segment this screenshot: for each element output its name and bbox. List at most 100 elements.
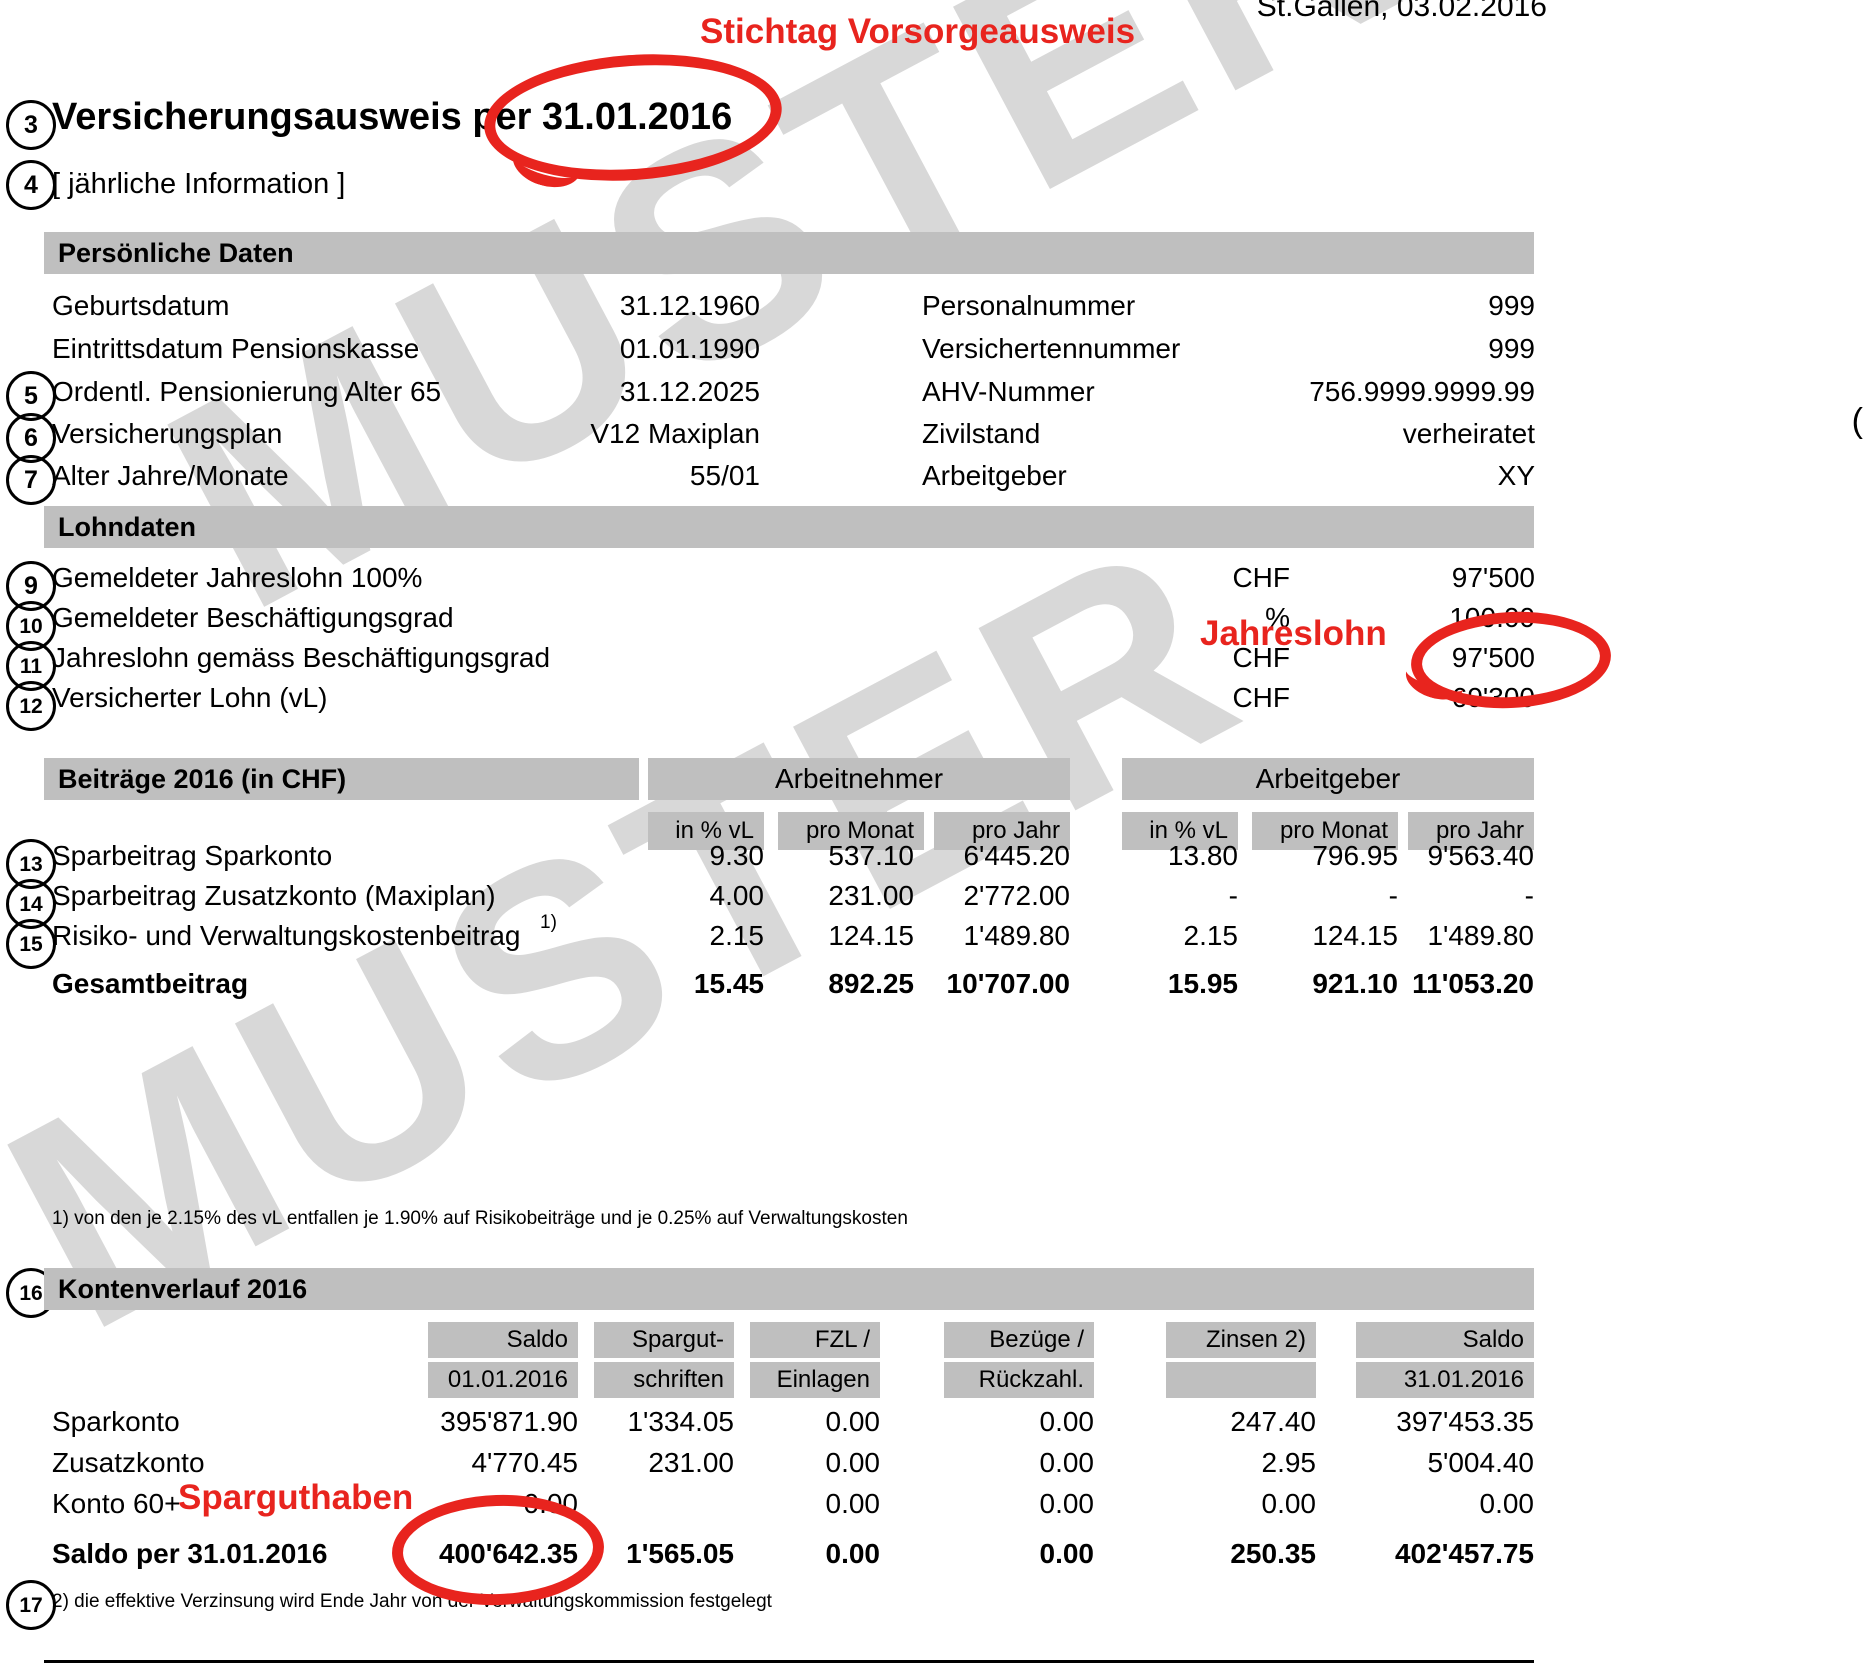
bottom-divider	[44, 1660, 1534, 1663]
value-versicherungsplan: V12 Maxiplan	[590, 418, 760, 449]
acc-col-header-5-line1: Saldo	[1356, 1322, 1534, 1358]
cell-r2-c0: 2.15	[709, 920, 765, 951]
acc-col-header-5-line2: 31.01.2016	[1356, 1362, 1534, 1398]
acc-col-header-2-line2: Einlagen	[750, 1362, 880, 1398]
acc-r2-c0: 0.00	[523, 1488, 579, 1519]
value-personalnummer: 999	[1488, 290, 1535, 321]
cell-r2-c2: 1'489.80	[963, 920, 1070, 951]
acc-col-header-4-line1: Zinsen 2)	[1166, 1322, 1316, 1358]
acc-r0-c3: 0.00	[1039, 1406, 1095, 1437]
acc-r2-c4: 0.00	[1261, 1488, 1317, 1519]
cell-total-c5: 11'053.20	[1412, 968, 1534, 999]
label-eintrittsdatum: Eintrittsdatum Pensionskasse	[52, 333, 420, 364]
margin-marker-4: 4	[6, 160, 56, 210]
label-konto-60plus: Konto 60+	[52, 1488, 181, 1519]
margin-marker-17: 17	[6, 1580, 56, 1630]
unit-gemeldeter-jahreslohn: CHF	[1232, 562, 1290, 593]
label-geburtsdatum: Geburtsdatum	[52, 290, 230, 321]
acc-total-c5: 402'457.75	[1394, 1538, 1534, 1569]
acc-r1-c5: 5'004.40	[1427, 1447, 1534, 1478]
annotation-label-stichtag: Stichtag Vorsorgeausweis	[700, 12, 1136, 51]
acc-col-header-1-line1: Spargut-	[594, 1322, 734, 1358]
section-header-contributions: Beiträge 2016 (in CHF)	[44, 758, 639, 800]
value-alter: 55/01	[689, 460, 760, 491]
cell-r0-c1: 537.10	[828, 840, 914, 871]
cell-total-c2: 10'707.00	[946, 968, 1070, 999]
acc-r1-c3: 0.00	[1039, 1447, 1095, 1478]
acc-r1-c1: 231.00	[648, 1447, 734, 1478]
label-zivilstand: Zivilstand	[922, 418, 1041, 449]
margin-marker-12: 12	[6, 681, 56, 731]
acc-r2-c2: 0.00	[825, 1488, 881, 1519]
page-title: Versicherungsausweis per 31.01.2016	[52, 96, 733, 138]
cell-r1-c3: -	[1228, 880, 1238, 911]
acc-col-header-3-line1: Bezüge /	[944, 1322, 1094, 1358]
col-header-ag-prozent: in % vL	[1122, 812, 1238, 850]
annotation-label-jahreslohn: Jahreslohn	[1200, 614, 1387, 653]
acc-col-header-4-line2	[1166, 1362, 1316, 1398]
value-gemeldeter-jahreslohn: 97'500	[1451, 562, 1535, 593]
label-pensionierung: Ordentl. Pensionierung Alter 65	[52, 376, 442, 407]
cell-r2-c1: 124.15	[828, 920, 914, 951]
acc-r0-c0: 395'871.90	[440, 1406, 578, 1437]
cell-r1-c4: -	[1388, 880, 1398, 911]
edge-paren-right: (	[1851, 402, 1863, 440]
cell-r1-c0: 4.00	[709, 880, 765, 911]
cell-total-c1: 892.25	[828, 968, 914, 999]
margin-marker-7: 7	[6, 455, 56, 505]
col-header-an-prozent: in % vL	[648, 812, 764, 850]
label-sparkonto: Sparkonto	[52, 1406, 180, 1437]
acc-col-header-2-line1: FZL /	[750, 1322, 880, 1358]
value-versicherter-lohn: 69'300	[1451, 682, 1535, 713]
unit-versicherter-lohn: CHF	[1232, 682, 1290, 713]
cell-r0-c3: 13.80	[1167, 840, 1238, 871]
label-sparbeitrag-sparkonto: Sparbeitrag Sparkonto	[52, 840, 333, 871]
label-alter: Alter Jahre/Monate	[52, 460, 289, 491]
acc-col-header-1-line2: schriften	[594, 1362, 734, 1398]
acc-total-c3: 0.00	[1039, 1538, 1095, 1569]
value-beschaeftigungsgrad: 100.00	[1449, 602, 1535, 633]
cell-r0-c5: 9'563.40	[1427, 840, 1534, 871]
acc-total-c4: 250.35	[1230, 1538, 1316, 1569]
acc-r2-c3: 0.00	[1039, 1488, 1095, 1519]
col-header-ag-jahr: pro Jahr	[1408, 812, 1534, 850]
value-eintrittsdatum: 01.01.1990	[619, 333, 760, 364]
acc-r1-c0: 4'770.45	[471, 1447, 578, 1478]
margin-marker-15: 15	[6, 919, 56, 969]
value-geburtsdatum: 31.12.1960	[619, 290, 760, 321]
label-personalnummer: Personalnummer	[922, 290, 1136, 321]
cell-r0-c4: 796.95	[1312, 840, 1398, 871]
label-gesamtbeitrag: Gesamtbeitrag	[52, 968, 249, 999]
cell-r1-c5: -	[1524, 880, 1534, 911]
label-ahv-nummer: AHV-Nummer	[922, 376, 1095, 407]
label-gemeldeter-jahreslohn: Gemeldeter Jahreslohn 100%	[52, 562, 423, 593]
cell-r1-c2: 2'772.00	[963, 880, 1070, 911]
acc-r0-c5: 397'453.35	[1396, 1406, 1534, 1437]
label-versicherungsplan: Versicherungsplan	[52, 418, 283, 449]
value-jahreslohn-gemaess: 97'500	[1451, 642, 1535, 673]
section-header-wage-data: Lohndaten	[44, 506, 1534, 548]
page-subtitle: [ jährliche Information ]	[52, 168, 346, 200]
label-versicherter-lohn: Versicherter Lohn (vL)	[52, 682, 328, 713]
acc-col-header-0-line2: 01.01.2016	[428, 1362, 578, 1398]
cell-total-c0: 15.45	[693, 968, 764, 999]
acc-col-header-3-line2: Rückzahl.	[944, 1362, 1094, 1398]
value-versichertennummer: 999	[1488, 333, 1535, 364]
label-zusatzkonto: Zusatzkonto	[52, 1447, 205, 1478]
label-versichertennummer: Versichertennummer	[922, 333, 1181, 364]
value-pensionierung: 31.12.2025	[619, 376, 760, 407]
label-saldo-total: Saldo per 31.01.2016	[52, 1538, 328, 1569]
col-header-ag-monat: pro Monat	[1252, 812, 1398, 850]
value-ahv-nummer: 756.9999.9999.99	[1309, 376, 1535, 407]
footnote-ref-1: 1)	[540, 912, 557, 933]
label-jahreslohn-gemaess: Jahreslohn gemäss Beschäftigungsgrad	[52, 642, 551, 673]
acc-r1-c4: 2.95	[1261, 1447, 1317, 1478]
col-header-an-monat: pro Monat	[778, 812, 924, 850]
label-beschaeftigungsgrad: Gemeldeter Beschäftigungsgrad	[52, 602, 454, 633]
label-sparbeitrag-zusatzkonto: Sparbeitrag Zusatzkonto (Maxiplan)	[52, 880, 496, 911]
label-risiko-verwaltungskosten: Risiko- und Verwaltungskostenbeitrag	[52, 920, 521, 951]
value-zivilstand: verheiratet	[1402, 418, 1535, 449]
cell-r1-c1: 231.00	[828, 880, 914, 911]
footnote-contributions: 1) von den je 2.15% des vL entfallen je …	[52, 1208, 908, 1229]
